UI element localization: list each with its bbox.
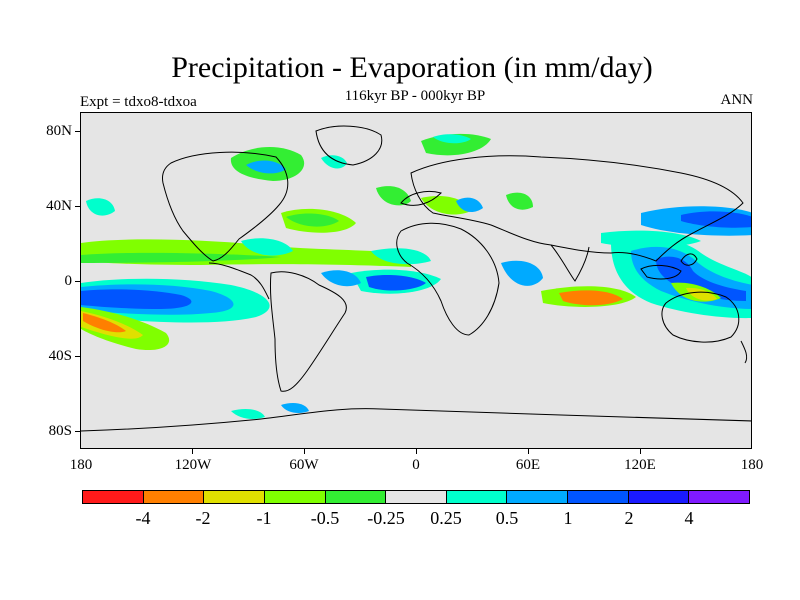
coastline-philippines xyxy=(680,253,698,266)
coastline-new-zealand xyxy=(740,340,748,364)
coastline-africa xyxy=(396,222,500,336)
contour-south-pacific-core xyxy=(83,313,126,333)
lat-tick-0 xyxy=(75,281,80,282)
colorbar-swatch xyxy=(204,491,265,503)
coastline-india xyxy=(550,244,590,282)
contour-north-pacific-west xyxy=(86,198,115,216)
colorbar-label: -4 xyxy=(135,508,151,528)
lat-label-40n: 40N xyxy=(46,198,72,214)
lon-tick-120e xyxy=(640,449,641,454)
contour-central-america xyxy=(241,238,293,256)
experiment-label: Expt = tdxo8-tdxoa xyxy=(80,94,197,110)
lat-tick-40n xyxy=(75,206,80,207)
contour-maritime-core xyxy=(656,256,746,301)
season-label: ANN xyxy=(720,92,754,108)
contour-east-africa xyxy=(501,260,543,286)
coastline-antarctica xyxy=(81,408,751,432)
lat-label-40s: 40S xyxy=(48,348,72,364)
precip-evap-map xyxy=(81,113,751,448)
coastline-north-america xyxy=(162,151,289,262)
colorbar-swatch xyxy=(507,491,569,503)
chart-subtitle: 116kyr BP - 000kyr BP xyxy=(344,88,486,104)
contour-scandinavia xyxy=(376,186,411,206)
coastline-uk xyxy=(400,190,442,206)
contour-itcz-inner xyxy=(81,252,281,263)
colorbar-label: 0.25 xyxy=(430,508,462,528)
lat-tick-80n xyxy=(75,131,80,132)
colorbar-swatch xyxy=(689,491,750,503)
contour-arctic-ne xyxy=(321,155,347,169)
colorbar-label: 2 xyxy=(624,508,634,528)
lon-label-180e: 180 xyxy=(740,457,764,473)
contour-hudson-bay xyxy=(246,160,286,174)
contour-indian-ocean-core xyxy=(559,290,623,306)
lon-label-180w: 180 xyxy=(69,457,93,473)
colorbar-swatch xyxy=(628,491,690,503)
contour-eurasia-inner xyxy=(456,197,483,213)
colorbar-label: 1 xyxy=(563,508,573,528)
contour-greenland-inner xyxy=(433,134,471,144)
colorbar-swatch xyxy=(83,491,144,503)
contour-eq-pacific-core xyxy=(81,289,192,309)
coastline-greenland xyxy=(315,125,383,166)
coastlines xyxy=(81,125,751,432)
coastline-borneo xyxy=(640,264,682,280)
coastline-central-america xyxy=(208,262,270,300)
lat-label-80s: 80S xyxy=(48,423,72,439)
lat-label-80n: 80N xyxy=(46,123,72,139)
lon-label-120e: 120E xyxy=(624,457,656,473)
lat-label-0: 0 xyxy=(64,273,73,289)
contour-fills xyxy=(81,133,751,419)
lon-label-60e: 60E xyxy=(515,457,541,473)
colorbar-swatch xyxy=(143,491,205,503)
colorbar-swatch xyxy=(446,491,508,503)
coastline-eurasia xyxy=(410,155,744,262)
colorbar-label: -0.5 xyxy=(310,508,340,528)
colorbar-label: 0.5 xyxy=(495,508,519,528)
lat-tick-40s xyxy=(75,356,80,357)
coastline-australia xyxy=(661,291,740,343)
lon-label-120w: 120W xyxy=(174,457,212,473)
contour-amazon xyxy=(321,270,361,287)
colorbar xyxy=(82,490,750,504)
colorbar-label: -2 xyxy=(195,508,211,528)
colorbar-swatch xyxy=(325,491,387,503)
lon-tick-60w xyxy=(304,449,305,454)
lon-tick-120w xyxy=(192,449,193,454)
colorbar-swatch xyxy=(264,491,326,503)
contour-southern-ocean-1 xyxy=(231,409,265,419)
colorbar-label: -1 xyxy=(256,508,272,528)
map-panel xyxy=(80,112,752,449)
contour-north-pacific-core xyxy=(681,211,751,228)
contour-north-atlantic-inner xyxy=(286,213,339,227)
chart-title: Precipitation - Evaporation (in mm/day) xyxy=(171,51,653,84)
lon-tick-0 xyxy=(416,449,417,454)
colorbar-swatch xyxy=(386,491,447,503)
lat-tick-80s xyxy=(75,431,80,432)
coastline-south-america xyxy=(269,271,347,392)
lon-label-0: 0 xyxy=(412,457,420,473)
contour-southern-ocean-2 xyxy=(281,403,309,413)
colorbar-label: -0.25 xyxy=(367,508,405,528)
contour-australia-core xyxy=(686,287,717,301)
lon-tick-60e xyxy=(528,449,529,454)
lon-label-60w: 60W xyxy=(289,457,319,473)
contour-central-asia xyxy=(506,192,533,210)
colorbar-label: 4 xyxy=(684,508,694,528)
colorbar-swatch xyxy=(568,491,629,503)
contour-tropical-atlantic-core xyxy=(366,275,426,291)
